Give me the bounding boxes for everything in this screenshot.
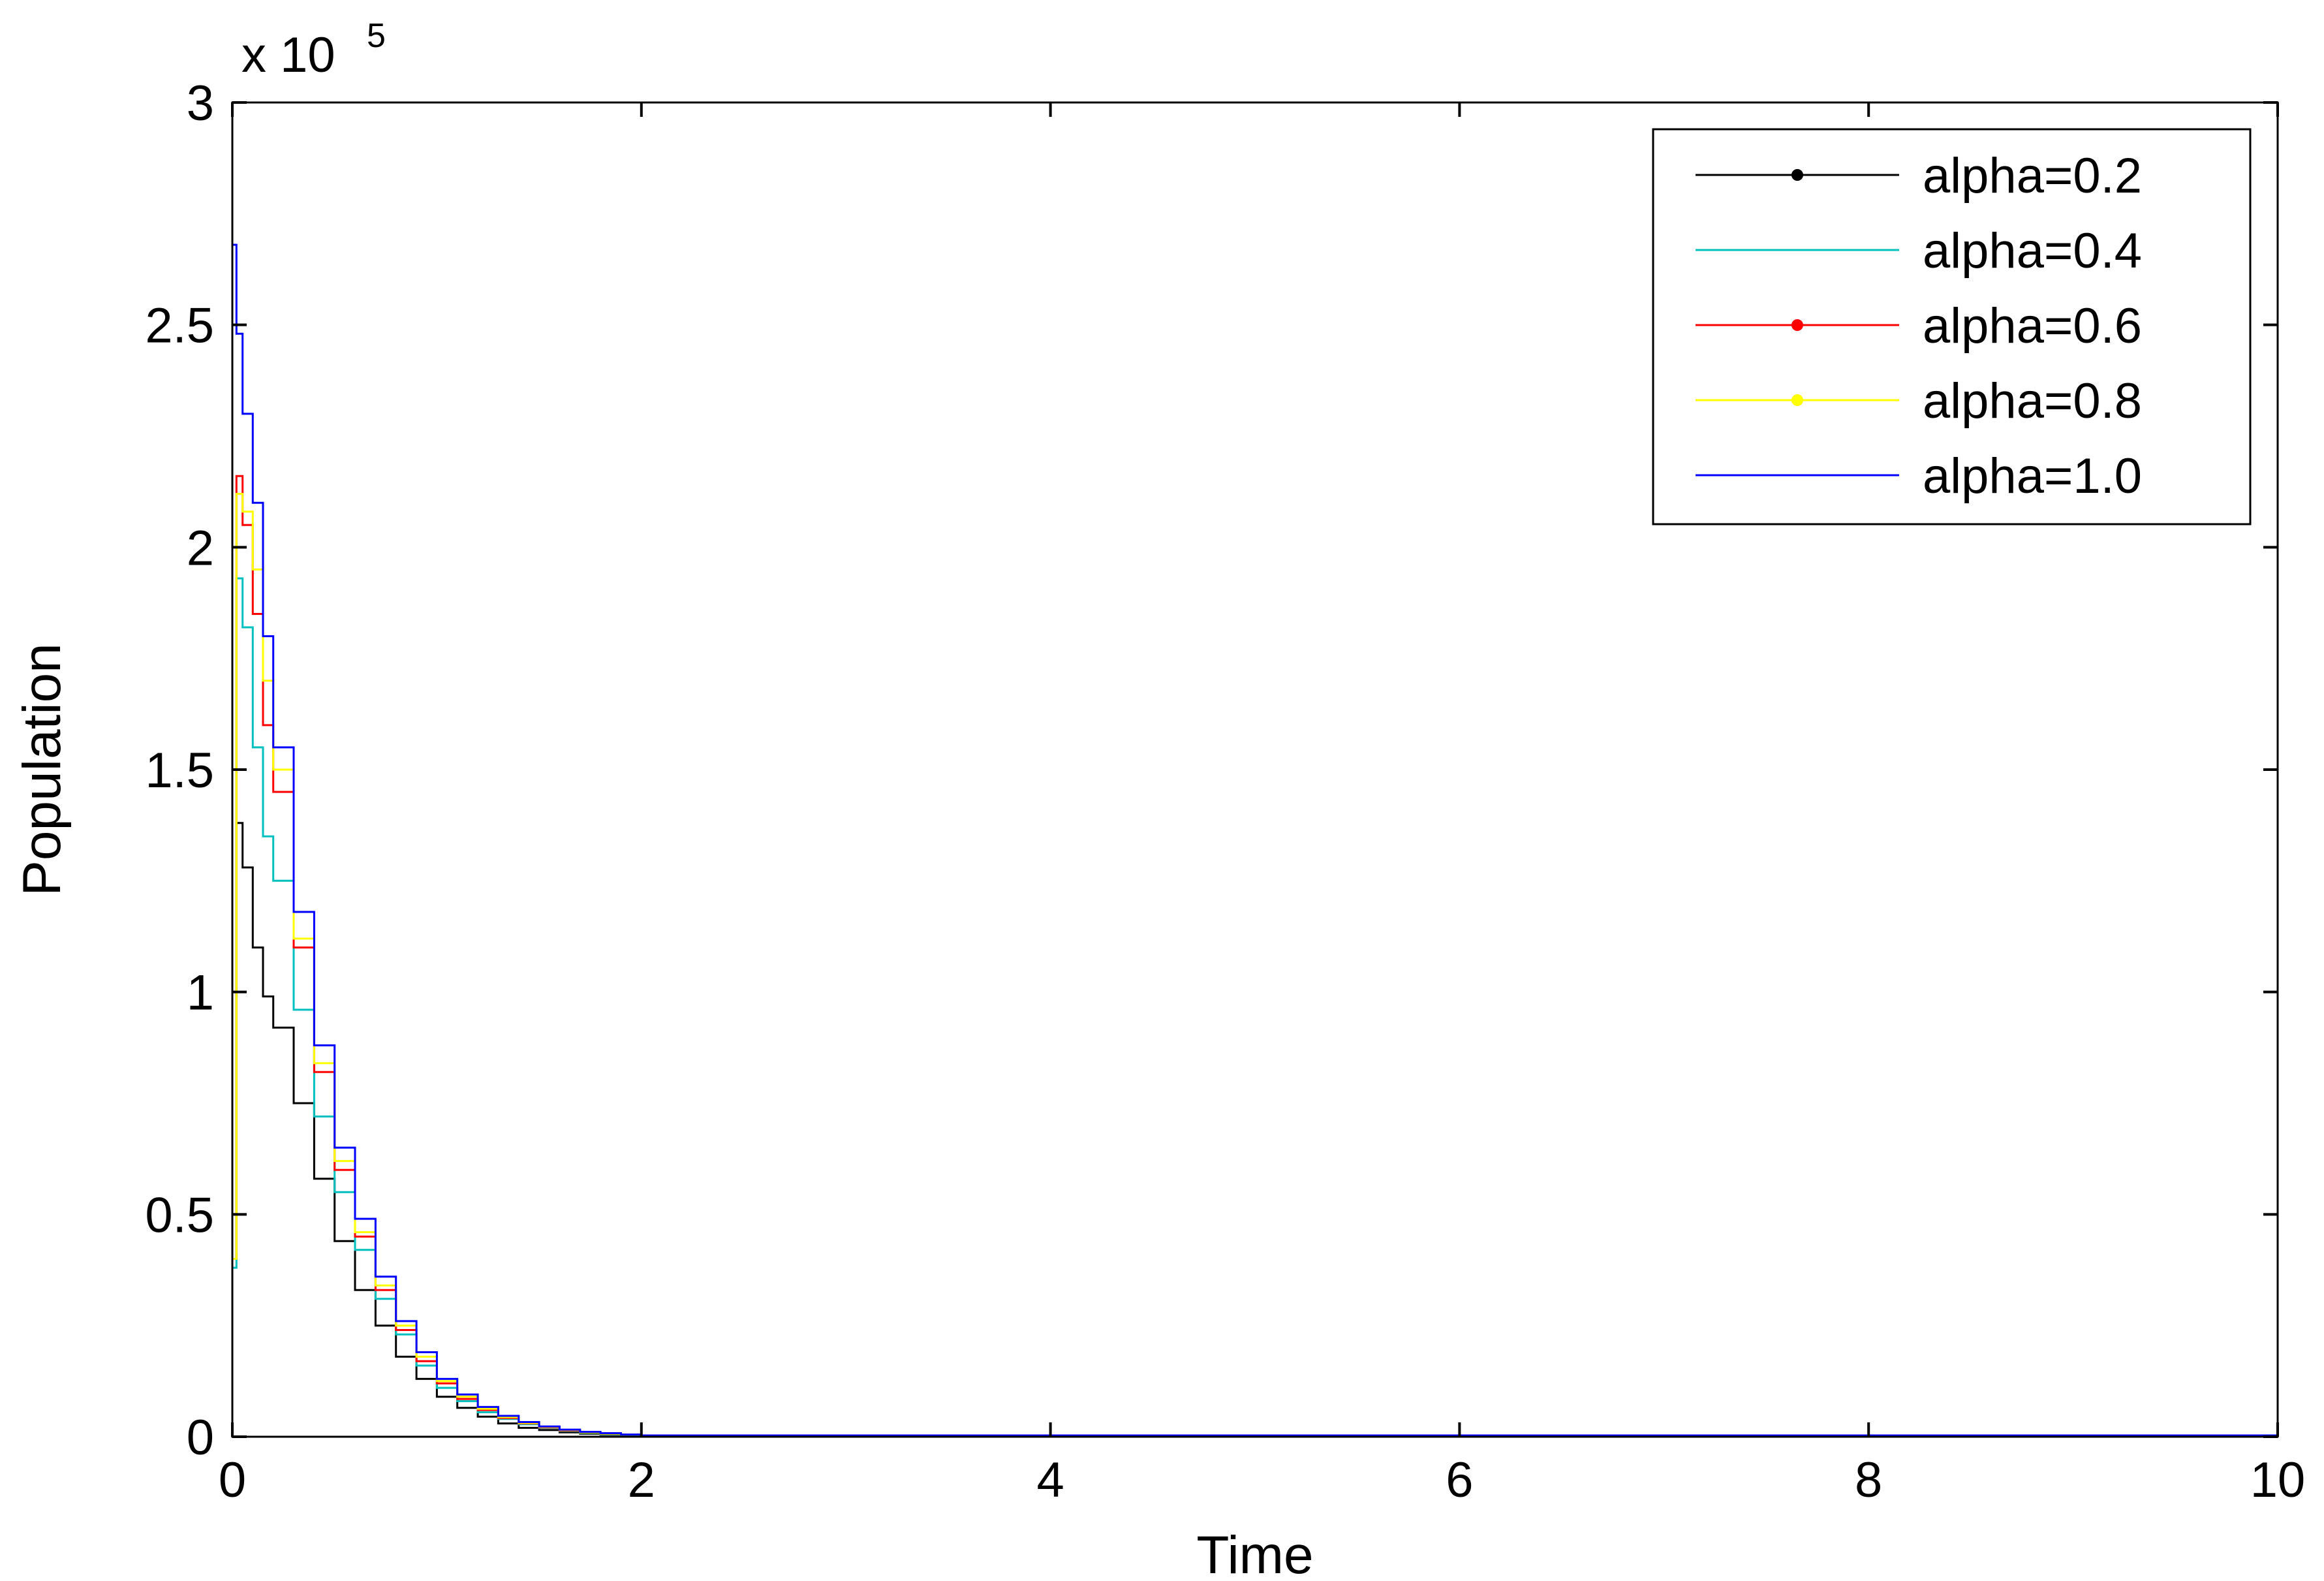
x-tick-label: 10 [2250, 1452, 2306, 1508]
y-tick-label: 0.5 [145, 1187, 214, 1243]
legend-swatch-marker [1791, 394, 1803, 406]
y-axis-ticks: 0 0.5 1 1.5 2 2.5 3 [145, 76, 2278, 1465]
plot-area [232, 243, 2279, 1437]
y-multiplier-exponent: 5 [367, 17, 386, 55]
y-tick-label: 1 [187, 965, 214, 1021]
legend-swatch-marker [1791, 319, 1803, 331]
x-tick-label: 0 [219, 1452, 246, 1508]
legend-label: alpha=0.8 [1923, 373, 2142, 429]
legend-label: alpha=0.4 [1923, 223, 2142, 279]
series-line-5 [232, 243, 2279, 1437]
y-multiplier-label: x 10 [241, 27, 335, 83]
y-tick-label: 1.5 [145, 743, 214, 798]
legend-box [1652, 128, 2252, 525]
x-tick-label: 4 [1036, 1452, 1064, 1508]
x-tick-label: 8 [1855, 1452, 1882, 1508]
legend-label: alpha=0.2 [1923, 148, 2142, 204]
legend: alpha=0.2 alpha=0.4 alpha=0.6 alpha=0.8 alph… [1652, 128, 2252, 525]
legend-items: alpha=0.2 alpha=0.4 alpha=0.6 alpha=0.8 alph… [1696, 148, 2142, 504]
y-tick-label: 0 [187, 1410, 214, 1465]
x-axis-label: Time [1196, 1526, 1313, 1581]
y-axis-label: Population [12, 643, 72, 896]
legend-swatch-marker [1791, 169, 1803, 181]
y-tick-label: 3 [187, 76, 214, 131]
x-tick-label: 6 [1446, 1452, 1473, 1508]
x-tick-label: 2 [628, 1452, 655, 1508]
legend-label: alpha=0.6 [1923, 298, 2142, 354]
y-tick-label: 2.5 [145, 298, 214, 354]
legend-label: alpha=1.0 [1923, 448, 2142, 504]
x-axis-ticks: 0 2 4 6 8 10 [219, 102, 2305, 1508]
y-tick-label: 2 [187, 520, 214, 576]
